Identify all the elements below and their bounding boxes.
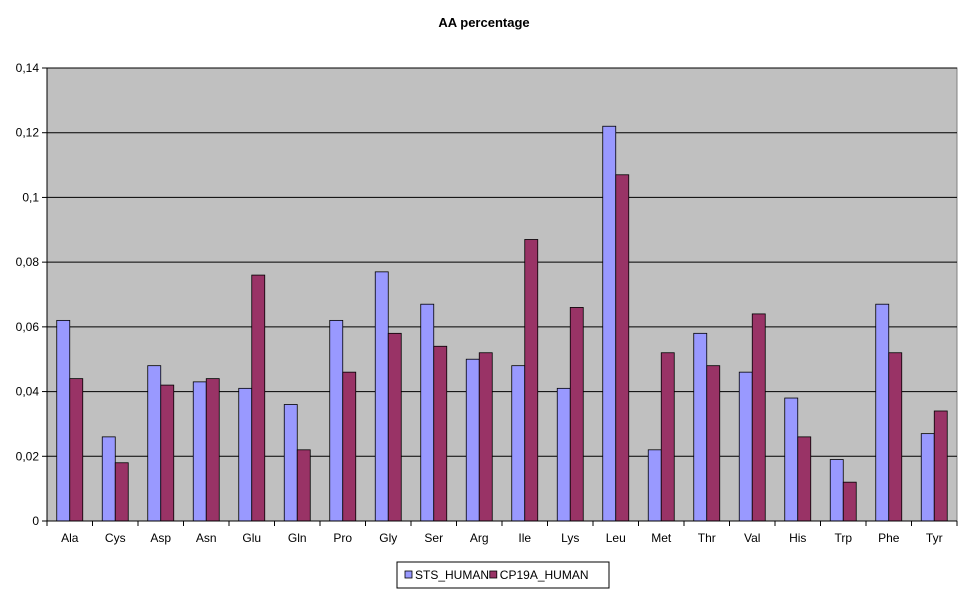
bar-STS_HUMAN-Phe <box>875 303 890 522</box>
bar-CP19A_HUMAN-Trp <box>842 481 857 522</box>
y-tick-label: 0,04 <box>16 385 40 399</box>
y-tick-label: 0,06 <box>16 320 40 334</box>
axes: 0 0,02 0,04 0,06 0,08 0,1 0,12 0,14 Ala Cys Asp Asn… <box>16 61 958 545</box>
y-tick-label: 0,1 <box>22 190 39 204</box>
bar-CP19A_HUMAN-Arg <box>478 352 493 522</box>
bar-STS_HUMAN-Val <box>738 371 753 522</box>
bar-STS_HUMAN-Ile <box>511 365 526 522</box>
bar-CP19A_HUMAN-Lys <box>569 307 584 522</box>
bar-CP19A_HUMAN-Thr <box>706 365 721 522</box>
plot-area <box>46 67 958 522</box>
bar-STS_HUMAN-Asn <box>192 381 207 522</box>
y-tick-label: 0,12 <box>16 126 40 140</box>
y-tick-label: 0,14 <box>16 61 40 75</box>
legend-swatch-STS_HUMAN <box>404 570 413 579</box>
bar-CP19A_HUMAN-Leu <box>615 174 630 522</box>
bar-STS_HUMAN-Cys <box>101 436 116 522</box>
x-tick-label: Asp <box>150 531 171 545</box>
bar-CP19A_HUMAN-Gln <box>296 449 311 522</box>
x-tick-label: Arg <box>470 531 489 545</box>
x-tick-label: Ala <box>61 531 79 545</box>
x-tick-label: Cys <box>105 531 126 545</box>
x-tick-label: Tyr <box>926 531 943 545</box>
x-tick-label: His <box>789 531 806 545</box>
x-tick-label: Thr <box>698 531 716 545</box>
legend-label-CP19A_HUMAN: CP19A_HUMAN <box>500 568 589 582</box>
legend-swatch-CP19A_HUMAN <box>489 570 498 579</box>
bar-STS_HUMAN-Gln <box>283 404 298 522</box>
bar-CP19A_HUMAN-Ile <box>524 239 539 522</box>
bar-STS_HUMAN-Met <box>647 449 662 522</box>
bar-CP19A_HUMAN-Gly <box>387 332 402 522</box>
bar-CP19A_HUMAN-Tyr <box>933 410 948 522</box>
bars <box>56 125 948 522</box>
bar-STS_HUMAN-Arg <box>465 358 480 522</box>
legend: STS_HUMAN CP19A_HUMAN <box>396 561 610 589</box>
bar-STS_HUMAN-Asp <box>147 365 162 522</box>
bar-STS_HUMAN-Gly <box>374 271 389 522</box>
bar-CP19A_HUMAN-Ala <box>69 378 84 522</box>
bar-STS_HUMAN-His <box>784 397 799 522</box>
bar-CP19A_HUMAN-Val <box>751 313 766 522</box>
bar-CP19A_HUMAN-Phe <box>888 352 903 522</box>
x-tick-label: Asn <box>196 531 217 545</box>
x-tick-label: Glu <box>242 531 261 545</box>
bar-CP19A_HUMAN-Glu <box>251 274 266 522</box>
legend-box <box>396 561 610 589</box>
x-tick-label: Gly <box>379 531 397 545</box>
y-tick-label: 0,02 <box>16 449 40 463</box>
x-tick-label: Leu <box>606 531 626 545</box>
x-tick-label: Ile <box>518 531 531 545</box>
x-tick-label: Lys <box>561 531 579 545</box>
x-tick-label: Val <box>744 531 760 545</box>
bar-CP19A_HUMAN-Asn <box>205 378 220 522</box>
bar-CP19A_HUMAN-Ser <box>433 345 448 522</box>
bar-STS_HUMAN-Pro <box>329 319 344 522</box>
x-tick-label: Gln <box>288 531 307 545</box>
bar-STS_HUMAN-Glu <box>238 387 253 522</box>
bar-STS_HUMAN-Ala <box>56 319 71 522</box>
bar-STS_HUMAN-Tyr <box>920 433 935 522</box>
bar-CP19A_HUMAN-Pro <box>342 371 357 522</box>
x-tick-label: Trp <box>834 531 852 545</box>
y-tick-label: 0 <box>32 514 39 528</box>
bar-CP19A_HUMAN-Met <box>660 352 675 522</box>
legend-label-STS_HUMAN: STS_HUMAN <box>415 568 489 582</box>
x-tick-label: Phe <box>878 531 900 545</box>
x-tick-label: Ser <box>424 531 443 545</box>
bar-STS_HUMAN-Leu <box>602 125 617 522</box>
bar-STS_HUMAN-Ser <box>420 303 435 522</box>
chart-title: AA percentage <box>438 15 529 30</box>
bar-STS_HUMAN-Trp <box>829 459 844 522</box>
x-tick-label: Met <box>651 531 672 545</box>
bar-CP19A_HUMAN-Cys <box>114 462 129 522</box>
y-tick-label: 0,08 <box>16 255 40 269</box>
bar-STS_HUMAN-Thr <box>693 332 708 522</box>
bar-CP19A_HUMAN-Asp <box>160 384 175 522</box>
bar-CP19A_HUMAN-His <box>797 436 812 522</box>
x-tick-label: Pro <box>333 531 352 545</box>
bar-STS_HUMAN-Lys <box>556 387 571 522</box>
